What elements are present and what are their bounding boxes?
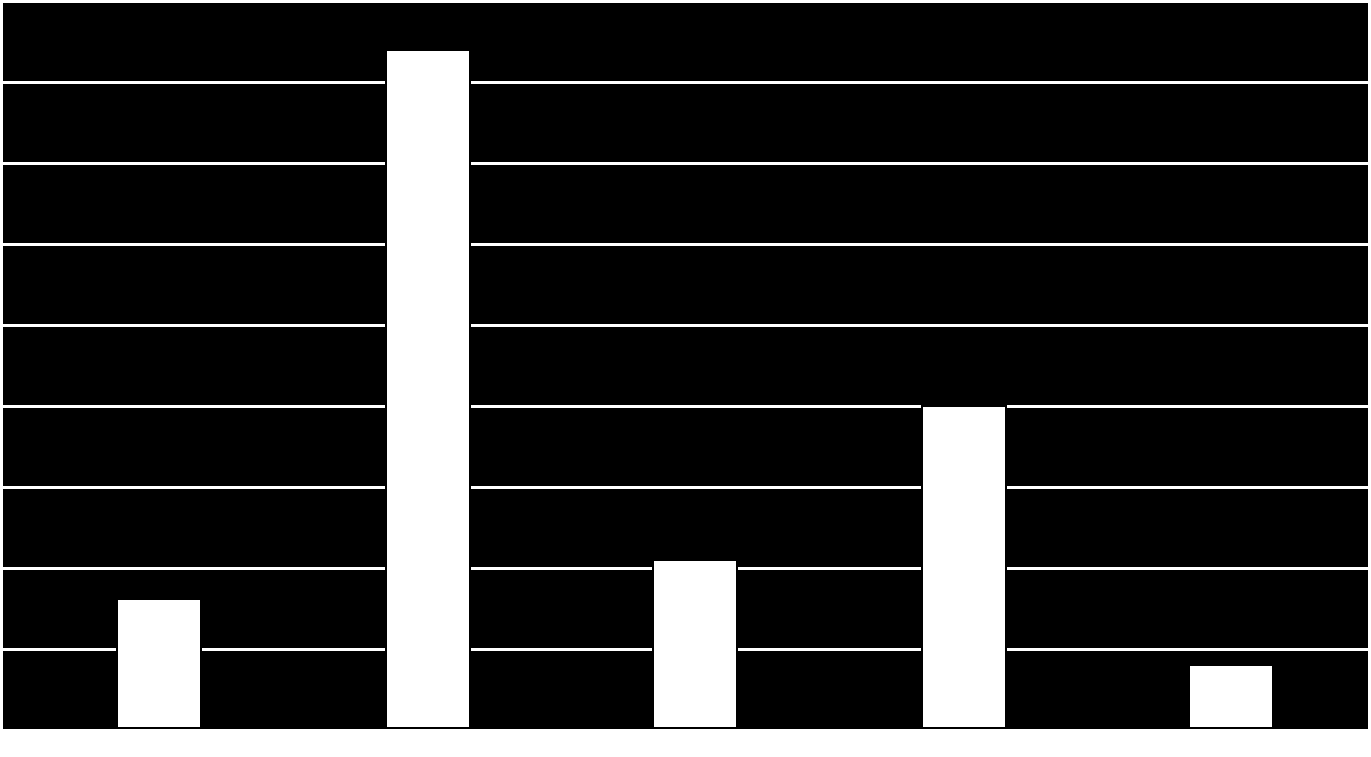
grid-line — [0, 486, 1371, 489]
grid-line — [0, 162, 1371, 165]
grid-line — [0, 405, 1371, 408]
grid-line — [0, 324, 1371, 327]
bar-0 — [116, 598, 202, 729]
grid-line — [0, 81, 1371, 84]
bar-2 — [652, 559, 738, 729]
grid-line — [0, 0, 1371, 3]
bar-3 — [921, 405, 1007, 729]
bar-1 — [385, 49, 471, 729]
grid-line — [0, 243, 1371, 246]
bar-4 — [1188, 664, 1274, 729]
bar-chart — [0, 0, 1371, 757]
